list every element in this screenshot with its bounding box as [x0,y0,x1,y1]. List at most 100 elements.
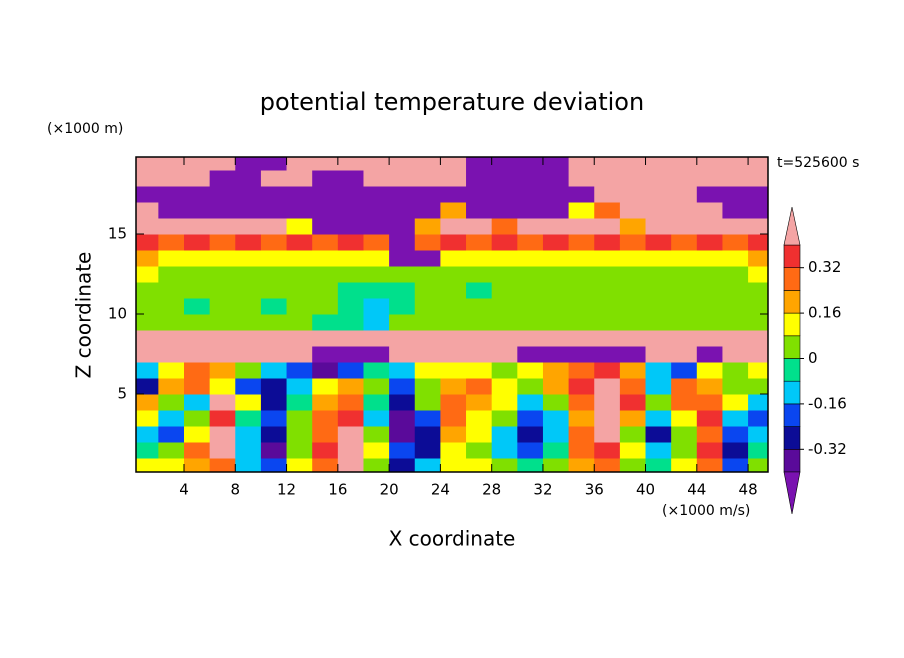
colorbar-band [783,312,801,337]
contour-cell [312,266,339,283]
contour-cell [414,170,441,187]
contour-cell [414,378,441,395]
contour-cell [136,426,159,443]
contour-cell [260,426,288,443]
contour-cell [337,170,364,187]
contour-cell [209,426,236,443]
contour-cell [414,314,441,331]
contour-cell [260,394,288,411]
contour-cell [619,458,647,472]
contour-cell [542,426,570,443]
contour-cell [517,282,544,299]
contour-cell [491,426,518,443]
contour-cell [517,266,544,283]
colorbar-band [783,448,801,473]
contour-cell [671,330,698,347]
contour-cell [517,186,544,203]
contour-cell [184,186,211,203]
contour-cell [440,202,467,219]
contour-cell [363,157,390,171]
contour-cell [671,426,698,443]
contour-cell [568,298,595,315]
colorbar-extend-low [783,471,801,515]
contour-cell [568,157,595,171]
contour-cell [466,458,493,472]
contour-cell [440,266,467,283]
contour-cell [491,362,518,379]
contour-cell [158,202,185,219]
contour-cell [696,410,723,427]
contour-cell [209,378,236,395]
contour-cell [722,282,749,299]
contour-cell [748,266,768,283]
colorbar-band [783,290,801,314]
contour-cell [517,298,544,315]
contour-cell [619,362,647,379]
contour-cell [619,442,647,459]
contour-cell [491,394,518,411]
contour-cell [312,218,339,235]
contour-cell [568,426,595,443]
x-tick-label: 12 [277,481,296,499]
contour-cell [260,410,288,427]
contour-cell [184,282,211,299]
contour-cell [184,378,211,395]
contour-cell [363,410,390,427]
x-tick-label: 40 [636,481,655,499]
contour-cell [722,330,749,347]
contour-cell [542,202,570,219]
x-tick-label: 48 [739,481,758,499]
contour-cell [671,157,698,171]
contour-cell [337,378,364,395]
contour-cell [619,234,647,251]
contour-cell [568,282,595,299]
contour-cell [568,410,595,427]
contour-cell [722,218,749,235]
contour-cell [594,170,621,187]
contour-cell [594,298,621,315]
contour-cell [337,218,364,235]
contour-cell [594,426,621,443]
contour-cell [260,314,288,331]
contour-cell [517,170,544,187]
y-tick-label: 15 [108,225,127,243]
contour-cell [491,186,518,203]
contour-cell [389,410,416,427]
x-tick-label: 36 [585,481,604,499]
y-tick-label: 10 [108,305,127,323]
contour-cell [645,346,672,363]
contour-cell [158,426,185,443]
contour-cell [286,442,313,459]
contour-cell [722,442,749,459]
contour-cell [312,426,339,443]
contour-cell [517,157,544,171]
contour-cell [184,202,211,219]
contour-cell [748,442,768,459]
contour-cell [517,218,544,235]
contour-cell [158,330,185,347]
contour-cell [414,410,441,427]
contour-cell [491,410,518,427]
contour-cell [440,282,467,299]
contour-cell [722,266,749,283]
contour-cell [286,346,313,363]
contour-cell [696,394,723,411]
contour-cell [671,458,698,472]
x-unit: (×1000 m/s) [662,503,750,519]
contour-cell [414,458,441,472]
contour-cell [466,170,493,187]
contour-cell [337,266,364,283]
contour-cell [337,250,364,267]
contour-cell [671,362,698,379]
contour-cell [594,157,621,171]
contour-cell [619,266,647,283]
contour-cell [440,170,467,187]
contour-cell [568,394,595,411]
contour-cell [440,250,467,267]
contour-cell [466,394,493,411]
contour-cell [209,298,236,315]
contour-cell [517,202,544,219]
contour-cell [389,378,416,395]
contour-cell [184,170,211,187]
contour-cell [440,458,467,472]
